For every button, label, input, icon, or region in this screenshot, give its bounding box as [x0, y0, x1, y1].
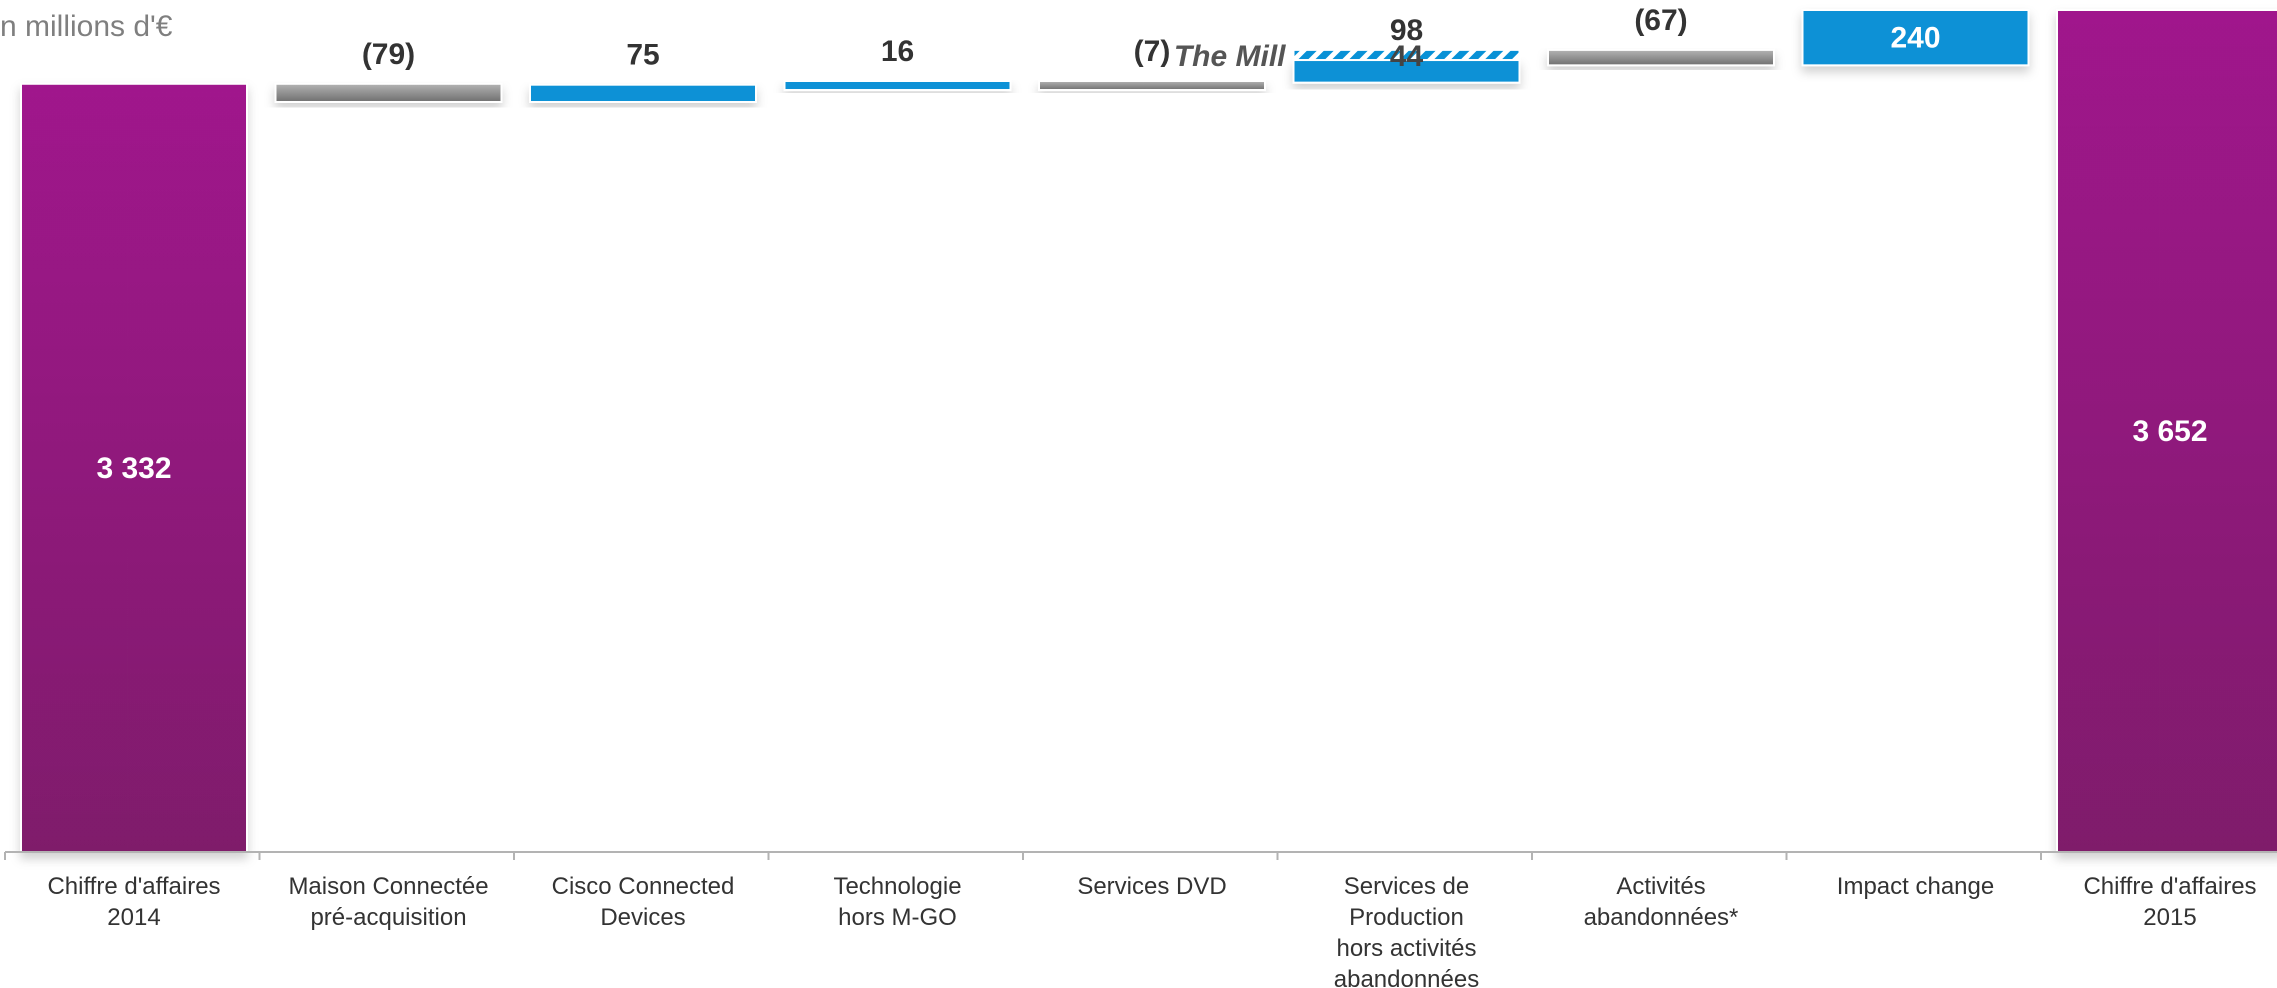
bar-6 — [1547, 48, 1775, 67]
value-label-3: 16 — [881, 35, 914, 68]
category-label-2: Devices — [600, 904, 685, 931]
category-label-3: hors M-GO — [838, 904, 957, 931]
category-label-5: Production — [1349, 904, 1464, 931]
value-label-7: 240 — [1890, 22, 1940, 55]
category-label-8: 2015 — [2143, 904, 2196, 931]
value-label-6: (67) — [1634, 4, 1687, 37]
category-label-6: abandonnées* — [1584, 904, 1739, 931]
category-label-0: 2014 — [107, 904, 160, 931]
value-label-8: 3 652 — [2132, 415, 2207, 448]
bar-3 — [783, 80, 1012, 92]
bar-7 — [1801, 9, 2030, 67]
category-label-6: Activités — [1616, 873, 1705, 900]
unit-label: n millions d'€ — [0, 10, 173, 43]
value-label-4: (7) — [1134, 35, 1171, 68]
category-label-5: Services de — [1344, 873, 1469, 900]
category-label-1: Maison Connectée — [288, 873, 488, 900]
category-label-0: Chiffre d'affaires — [47, 873, 220, 900]
stacked-series-label: The Mill — [1174, 40, 1286, 73]
bar-0 — [20, 82, 248, 853]
category-label-3: Technologie — [833, 873, 961, 900]
value-label-5: 98 — [1390, 14, 1423, 47]
x-axis — [4, 851, 2277, 860]
bar-5-stacked — [1292, 48, 1521, 62]
bars-group — [20, 9, 2277, 853]
category-label-5: abandonnées — [1334, 966, 1479, 988]
bar-2 — [529, 83, 757, 103]
category-label-5: hors activités — [1336, 935, 1476, 962]
category-label-7: Impact change — [1837, 873, 1994, 900]
value-label-1: (79) — [362, 38, 415, 71]
value-label-2: 75 — [626, 39, 659, 72]
bar-1 — [274, 82, 503, 103]
category-label-2: Cisco Connected — [552, 873, 735, 900]
value-label-0: 3 332 — [96, 452, 171, 485]
bar-8 — [2056, 9, 2277, 853]
bar-4 — [1038, 80, 1266, 92]
stacked-value-label: 44 — [1390, 40, 1424, 73]
category-label-8: Chiffre d'affaires — [2083, 873, 2256, 900]
category-label-4: Services DVD — [1077, 873, 1226, 900]
labels-group: 3 332 Chiffre d'affaires 2014 (79) Maison Co… — [47, 4, 2256, 988]
category-label-1: pré-acquisition — [310, 904, 466, 931]
